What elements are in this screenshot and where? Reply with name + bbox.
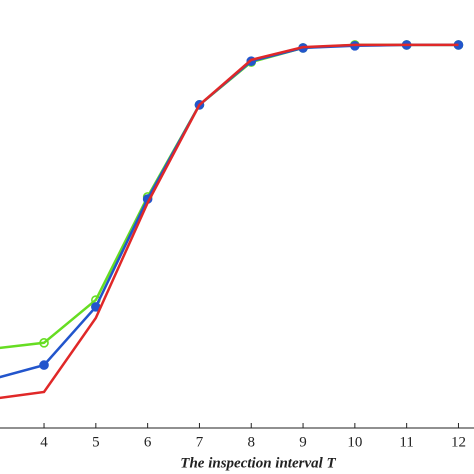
series-line bbox=[0, 43, 459, 379]
x-tick-label: 12 bbox=[451, 434, 466, 450]
x-tick-label: 7 bbox=[196, 434, 204, 450]
x-axis-title: The inspection interval T bbox=[180, 455, 336, 471]
x-tick-label: 11 bbox=[399, 434, 413, 450]
x-tick-label: 8 bbox=[247, 434, 255, 450]
point-marker bbox=[39, 360, 49, 370]
x-tick-label: 9 bbox=[299, 434, 307, 450]
x-tick-label: 4 bbox=[40, 434, 48, 450]
series-line bbox=[0, 43, 459, 350]
series-line bbox=[0, 43, 459, 400]
x-tick-label: 5 bbox=[92, 434, 100, 450]
x-tick-label: 6 bbox=[144, 434, 152, 450]
x-tick-label: 10 bbox=[347, 434, 362, 450]
point-marker bbox=[39, 338, 49, 348]
